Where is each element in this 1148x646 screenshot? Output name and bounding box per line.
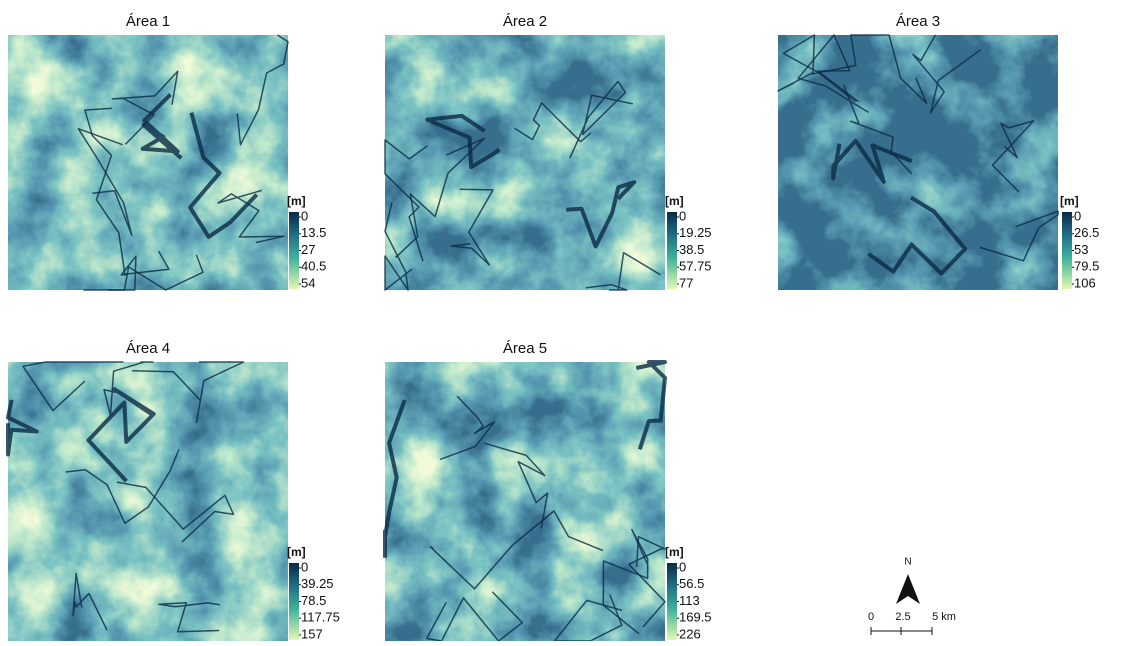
colorbar (1062, 212, 1072, 289)
figure: N 0 2.5 5 km Área 1[m]013.52740.554Área … (0, 0, 1148, 641)
legend-tick-label: 169.5 (679, 610, 712, 625)
legend-tick-label: 39.25 (301, 576, 334, 591)
terrain (8, 35, 288, 290)
legend-tick-label: 0 (679, 559, 686, 574)
legend-tick-label: 27 (301, 242, 315, 257)
colorbar (667, 212, 677, 289)
north-arrow: N (896, 557, 920, 604)
panel-title: Área 3 (896, 13, 940, 30)
legend-tick-label: 226 (679, 626, 701, 641)
scale-bar: 0 2.5 5 km (868, 611, 956, 635)
colorbar (667, 563, 677, 640)
legend-tick-label: 77 (679, 275, 693, 290)
legend-tick-label: 56.5 (679, 576, 704, 591)
legend-tick-label: 54 (301, 275, 315, 290)
panel-title: Área 1 (126, 13, 170, 30)
scale-label: 2.5 (895, 611, 910, 623)
colorbar (289, 563, 299, 640)
legend-tick-label: 0 (1074, 208, 1081, 223)
scale-label: 0 (868, 611, 874, 623)
colorbar (289, 212, 299, 289)
legend-unit: [m] (665, 545, 684, 559)
panel-title: Área 5 (503, 340, 547, 357)
legend-tick-label: 79.5 (1074, 259, 1099, 274)
legend-tick-label: 57.75 (679, 259, 712, 274)
legend-tick-label: 113 (679, 593, 700, 608)
panel-title: Área 2 (503, 13, 547, 30)
legend-tick-label: 106 (1074, 275, 1096, 290)
legend-unit: [m] (287, 194, 306, 208)
terrain (385, 362, 665, 641)
legend-tick-label: 13.5 (301, 225, 326, 240)
legend-tick-label: 26.5 (1074, 225, 1099, 240)
map-panel: Área 1 [m]0 13.5 27 40.554 (8, 13, 326, 290)
scale-label: 5 km (932, 611, 956, 623)
legend-tick-label: 53 (1074, 242, 1088, 257)
legend-tick-label: 0 (301, 559, 308, 574)
north-label: N (904, 557, 911, 568)
legend-unit: [m] (665, 194, 684, 208)
legend-unit: [m] (287, 545, 306, 559)
terrain (8, 362, 288, 641)
legend-tick-label: 0 (679, 208, 686, 223)
legend-tick-label: 78.5 (301, 593, 326, 608)
legend-tick-label: 40.5 (301, 259, 326, 274)
legend-tick-label: 19.25 (679, 225, 712, 240)
terrain (385, 35, 665, 290)
legend-tick-label: 157 (301, 626, 323, 641)
legend-unit: [m] (1060, 194, 1079, 208)
panel-title: Área 4 (126, 340, 170, 357)
legend-tick-label: 0 (301, 208, 308, 223)
legend-tick-label: 38.5 (679, 242, 704, 257)
legend-tick-label: 117.75 (301, 610, 340, 625)
